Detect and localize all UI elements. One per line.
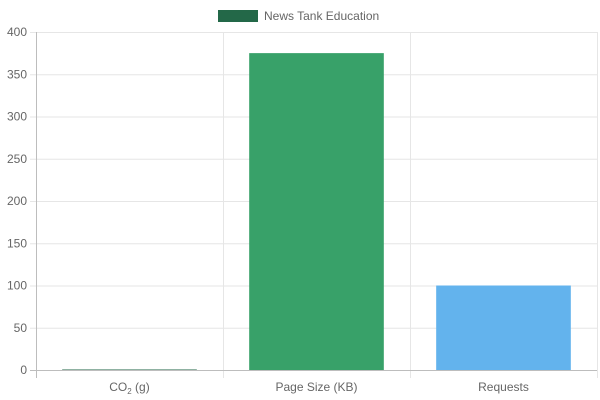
bar-1[interactable] — [249, 53, 384, 370]
bar-0[interactable] — [62, 369, 197, 371]
chart-bars — [62, 53, 571, 371]
y-tick-label: 0 — [20, 363, 27, 377]
y-tick-label: 400 — [7, 25, 27, 39]
y-tick-label: 350 — [7, 67, 27, 81]
y-tick-label: 150 — [7, 236, 27, 250]
y-tick-label: 100 — [7, 279, 27, 293]
legend-label[interactable]: News Tank Education — [264, 9, 379, 23]
chart-axes — [30, 32, 597, 378]
bar-2[interactable] — [436, 285, 571, 371]
x-category-label: CO2 (g) — [109, 380, 149, 396]
y-tick-label: 250 — [7, 152, 27, 166]
y-tick-label: 200 — [7, 194, 27, 208]
y-axis-ticks: 0 50 100 150 200 250 300 350 400 — [7, 25, 27, 377]
x-category-label: Page Size (KB) — [275, 380, 357, 394]
x-category-label: Requests — [478, 380, 529, 394]
legend-swatch[interactable] — [218, 10, 258, 22]
y-tick-label: 300 — [7, 110, 27, 124]
chart-legend: News Tank Education — [218, 9, 379, 23]
x-axis-labels: CO2 (g) Page Size (KB) Requests — [109, 380, 529, 396]
y-tick-label: 50 — [14, 321, 28, 335]
